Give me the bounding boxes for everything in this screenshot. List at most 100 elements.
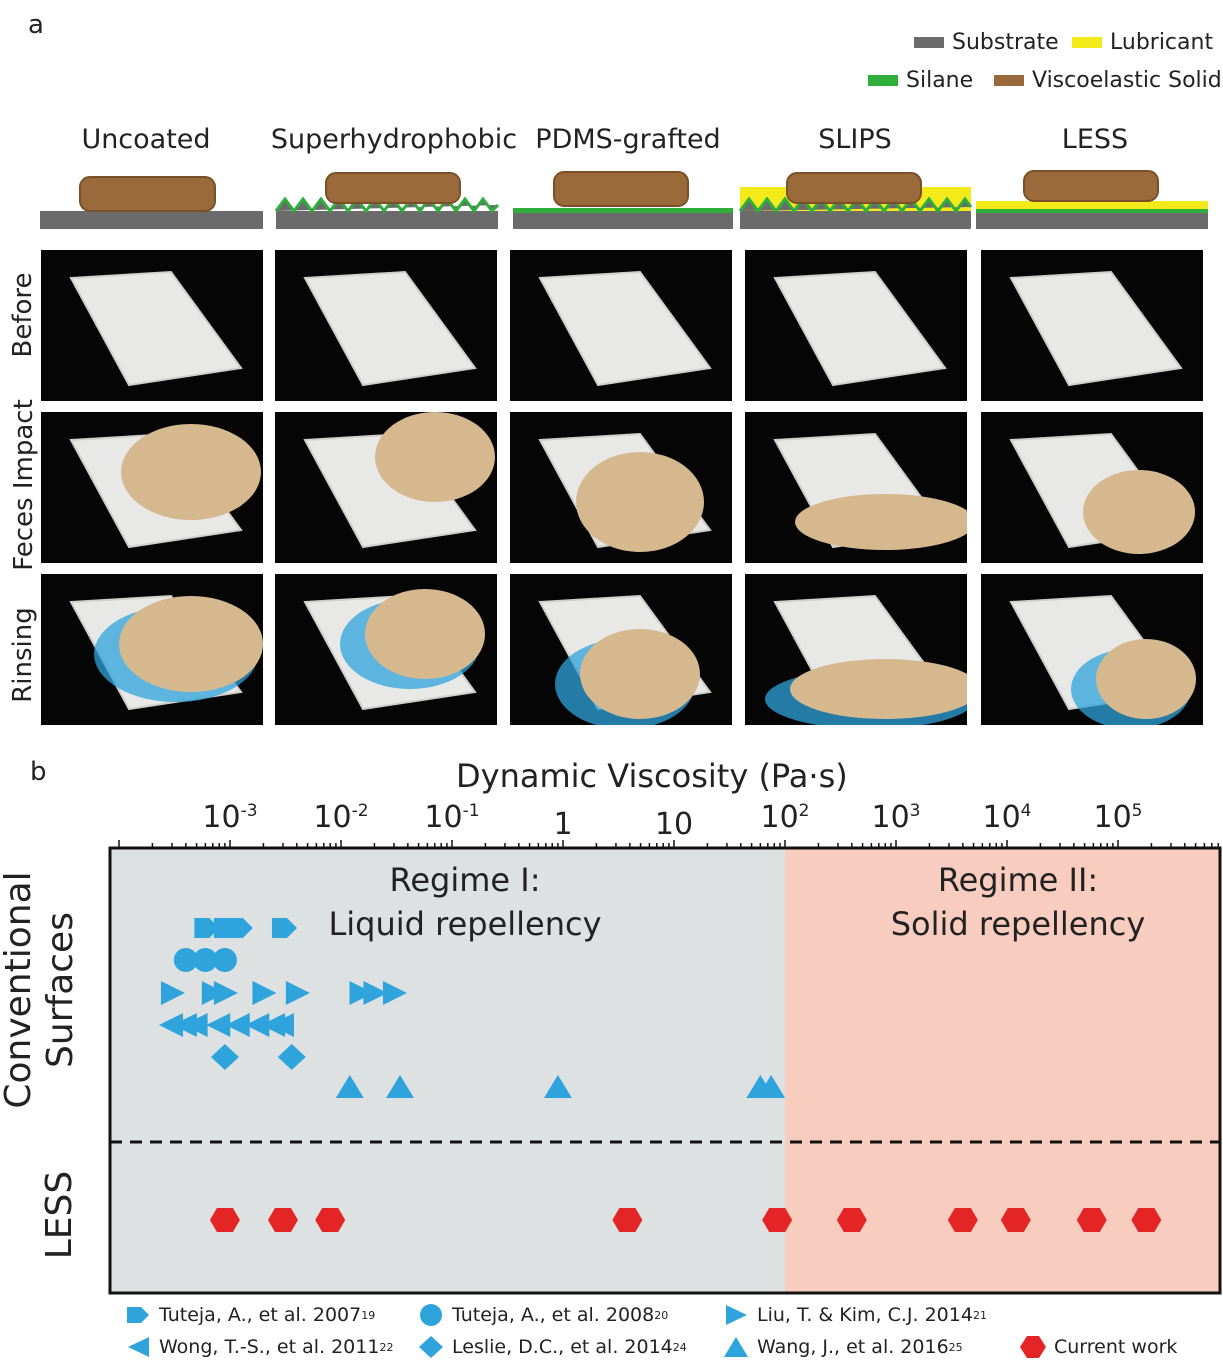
tick-label: 104	[982, 800, 1032, 835]
panel-letter-a: a	[28, 10, 44, 40]
data-point-triangle-left	[245, 1013, 270, 1037]
data-point-triangle-right	[363, 981, 388, 1005]
data-point-triangle-left	[206, 1013, 231, 1037]
legend-entry: Tuteja, A., et al. 2008 20	[418, 1303, 668, 1327]
legend-substrate-label: Substrate	[952, 30, 1059, 55]
legend-silane: Silane	[868, 68, 973, 93]
data-point-triangle-right	[213, 981, 238, 1005]
viscoelastic-swatch	[994, 75, 1024, 86]
legend-marker-triangle-right	[726, 1305, 747, 1325]
data-point-triangle-left	[269, 1013, 294, 1037]
ylabel-conventional-line2: Surfaces	[40, 912, 81, 1068]
viscosity-chart	[108, 840, 1222, 1295]
schematic-uncoated	[40, 176, 263, 229]
data-point-hexagon	[1131, 1208, 1162, 1232]
data-point-circle	[173, 948, 198, 972]
photo-2-4	[981, 574, 1203, 725]
ylabel-conventional: Conventional Surfaces	[0, 870, 82, 1110]
data-point-triangle-up	[335, 1075, 364, 1098]
data-point-hexagon	[209, 1208, 240, 1232]
data-point-hexagon	[836, 1208, 867, 1232]
photo-2-0	[41, 574, 263, 725]
legend-entry: Current work	[1020, 1335, 1177, 1359]
data-point-hexagon	[1000, 1208, 1031, 1232]
data-point-hexagon	[267, 1208, 298, 1232]
photo-2-2	[510, 574, 732, 725]
photo-0-2	[510, 250, 732, 401]
row-label-before: Before	[8, 272, 38, 358]
legend-marker-pentagon	[127, 1307, 149, 1323]
tick-label: 10-3	[202, 800, 258, 835]
tick-label: 1	[553, 807, 573, 842]
axis-title: Dynamic Viscosity (Pa·s)	[456, 757, 848, 795]
legend-entry: Wong, T.-S., et al. 2011 22	[125, 1335, 393, 1359]
data-point-pentagon	[227, 918, 253, 938]
legend-entry: Tuteja, A., et al. 2007 19	[125, 1303, 375, 1327]
col-title-slips: SLIPS	[818, 124, 892, 155]
tick-label: 102	[760, 800, 810, 835]
data-point-pentagon	[194, 918, 220, 938]
regime2-title: Regime II:	[937, 861, 1099, 899]
tick-label: 103	[871, 800, 921, 835]
data-point-triangle-up	[757, 1075, 786, 1098]
schematic-slips	[738, 172, 973, 229]
legend-marker-circle	[420, 1304, 442, 1326]
data-point-triangle-left	[158, 1013, 183, 1037]
data-point-triangle-right	[201, 981, 226, 1005]
surface-schematics	[40, 170, 1208, 229]
tick-label: 10-1	[424, 800, 480, 835]
schematic-pdms	[513, 171, 733, 229]
data-point-triangle-right	[382, 981, 407, 1005]
col-title-superhydrophobic: Superhydrophobic	[270, 124, 518, 155]
legend-silane-label: Silane	[906, 68, 974, 93]
regime2-subtitle: Solid repellency	[890, 905, 1146, 943]
legend-lubricant: Lubricant	[1072, 30, 1213, 55]
tick-label: 10	[654, 807, 694, 842]
data-point-diamond	[277, 1044, 306, 1070]
tick-label: 10-2	[313, 800, 369, 835]
data-point-triangle-up	[543, 1075, 572, 1098]
data-point-hexagon	[612, 1208, 643, 1232]
col-title-uncoated: Uncoated	[81, 124, 211, 155]
schematic-superhydrophobic	[274, 172, 500, 229]
legend-substrate: Substrate	[914, 30, 1059, 55]
lubricant-swatch	[1072, 37, 1102, 48]
legend-viscoelastic-label: Viscoelastic Solid	[1032, 68, 1222, 93]
photo-1-4	[981, 412, 1203, 563]
row-label-feces-impact: Feces Impact	[9, 399, 39, 571]
regime1-title: Regime I:	[389, 861, 541, 899]
photo-1-1	[275, 412, 497, 563]
ylabel-conventional-line1: Conventional	[0, 871, 39, 1109]
photo-1-2	[510, 412, 732, 563]
photo-1-3	[745, 412, 967, 563]
photo-0-4	[981, 250, 1203, 401]
data-point-pentagon	[271, 918, 297, 938]
data-point-triangle-right	[252, 981, 277, 1005]
data-point-circle	[193, 948, 218, 972]
legend-entry: Leslie, D.C., et al. 2014 24	[418, 1335, 687, 1359]
substrate-swatch	[914, 37, 944, 48]
panel-letter-b: b	[30, 757, 47, 787]
schematic-less	[976, 170, 1208, 229]
photo-1-0	[41, 412, 263, 563]
data-point-hexagon	[947, 1208, 978, 1232]
legend-marker-diamond	[419, 1336, 443, 1358]
col-title-pdms: PDMS-grafted	[535, 124, 721, 155]
plot-frame	[108, 846, 1222, 1295]
data-point-hexagon	[1076, 1208, 1107, 1232]
legend-lubricant-label: Lubricant	[1110, 30, 1214, 55]
legend-entry: Wang, J., et al. 2016 25	[723, 1335, 963, 1359]
data-point-circle	[212, 948, 237, 972]
photo-2-3	[745, 574, 967, 725]
photo-2-1	[275, 574, 497, 725]
data-point-diamond	[210, 1044, 239, 1070]
silane-swatch	[868, 75, 898, 86]
legend-marker-hexagon	[1020, 1336, 1046, 1358]
legend-viscoelastic: Viscoelastic Solid	[994, 68, 1222, 93]
legend-entry: Liu, T. & Kim, C.J. 2014 21	[723, 1303, 987, 1327]
data-point-triangle-right	[160, 981, 185, 1005]
col-title-less: LESS	[1061, 124, 1129, 155]
ylabel-less: LESS	[39, 1170, 80, 1260]
data-point-triangle-left	[183, 1013, 208, 1037]
regime1-label: Regime I: Liquid repellency	[300, 858, 630, 946]
